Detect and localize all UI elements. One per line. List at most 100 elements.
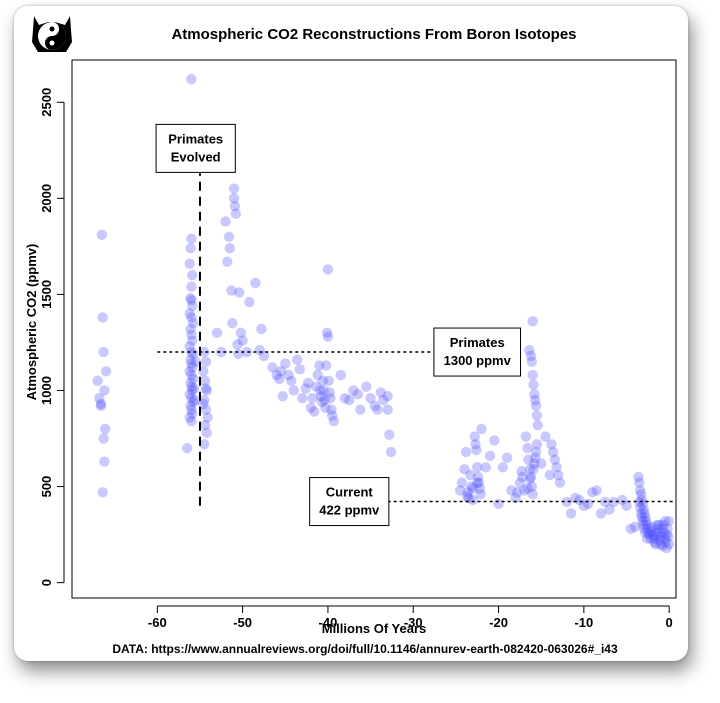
- annotation-box: [309, 477, 390, 527]
- data-point: [300, 383, 311, 394]
- data-point: [369, 400, 381, 412]
- data-point: [187, 396, 199, 408]
- data-point: [186, 233, 197, 244]
- data-point: [185, 243, 196, 254]
- data-point: [529, 458, 540, 469]
- data-point: [654, 535, 665, 546]
- data-point: [540, 431, 551, 442]
- y-axis: 0 500 1000 1500 2000 2500: [39, 88, 65, 586]
- data-point: [524, 464, 536, 475]
- data-point: [267, 362, 278, 373]
- data-point: [528, 379, 539, 390]
- data-point: [92, 375, 103, 387]
- data-point: [475, 489, 486, 500]
- data-point: [662, 523, 673, 535]
- data-point: [185, 354, 196, 365]
- data-point: [185, 293, 196, 304]
- data-point: [526, 481, 538, 492]
- data-point: [460, 446, 472, 458]
- data-point: [634, 477, 645, 488]
- data-point: [470, 439, 481, 450]
- data-point: [653, 529, 665, 540]
- data-point: [199, 439, 210, 450]
- data-point: [309, 406, 320, 417]
- data-point: [186, 74, 197, 85]
- data-point: [314, 360, 325, 371]
- data-point: [625, 523, 636, 535]
- data-point: [187, 270, 198, 281]
- data-point: [95, 398, 107, 410]
- data-point: [100, 423, 111, 435]
- data-point: [277, 391, 288, 402]
- data-point: [211, 327, 223, 339]
- data-point: [190, 356, 201, 367]
- annotation-text: 1300 ppmv: [444, 353, 512, 368]
- annotation-text: Current: [326, 485, 374, 500]
- x-tick-label: -50: [233, 615, 252, 630]
- data-point: [96, 229, 108, 241]
- data-point: [274, 373, 285, 385]
- data-point: [375, 387, 387, 398]
- data-point: [288, 385, 300, 396]
- data-point: [223, 231, 235, 242]
- data-point: [97, 487, 108, 498]
- data-point: [531, 439, 543, 450]
- y-tick-label: 500: [39, 476, 54, 498]
- data-point: [321, 327, 333, 339]
- data-point: [95, 400, 107, 412]
- data-point: [365, 392, 376, 404]
- data-point: [315, 391, 327, 402]
- data-point: [638, 504, 649, 515]
- chart-card: [14, 6, 688, 661]
- data-point: [348, 385, 359, 396]
- data-point: [322, 264, 334, 275]
- data-point: [320, 402, 331, 413]
- data-point: [187, 318, 199, 329]
- data-point: [551, 462, 562, 473]
- data-point: [659, 515, 671, 527]
- data-points: [92, 74, 675, 554]
- y-tick-label: 2500: [39, 88, 54, 117]
- data-point: [617, 494, 628, 506]
- data-point: [648, 533, 660, 544]
- data-point: [226, 285, 237, 296]
- data-point: [234, 287, 245, 298]
- data-point: [512, 487, 523, 498]
- annotation-text: Evolved: [171, 149, 221, 164]
- data-point: [184, 412, 195, 423]
- data-point: [523, 454, 534, 465]
- data-point: [633, 471, 644, 483]
- data-point: [352, 389, 363, 400]
- data-point: [471, 444, 482, 456]
- data-point: [237, 335, 248, 346]
- data-point: [635, 489, 647, 500]
- data-point: [186, 358, 197, 369]
- data-point: [200, 404, 212, 415]
- data-point: [294, 364, 305, 375]
- data-point: [344, 394, 355, 406]
- data-point: [634, 485, 646, 496]
- data-point: [222, 256, 233, 267]
- data-point: [312, 369, 323, 381]
- data-point: [256, 323, 267, 335]
- data-point: [378, 394, 389, 406]
- data-point: [228, 183, 240, 194]
- data-point: [335, 369, 346, 381]
- annotation-box: [155, 123, 236, 173]
- data-point: [100, 366, 112, 377]
- data-point: [456, 477, 468, 488]
- data-point: [303, 377, 314, 388]
- data-point: [326, 404, 337, 415]
- data-point: [522, 483, 533, 494]
- data-point: [323, 375, 334, 387]
- data-point: [385, 446, 397, 458]
- data-point: [549, 454, 561, 465]
- y-tick-label: 1000: [39, 376, 54, 405]
- data-point: [184, 308, 195, 319]
- data-point: [271, 369, 282, 381]
- data-point: [187, 408, 198, 419]
- data-point: [652, 523, 664, 535]
- data-point: [514, 477, 526, 488]
- data-point: [531, 410, 543, 421]
- data-point: [469, 431, 480, 442]
